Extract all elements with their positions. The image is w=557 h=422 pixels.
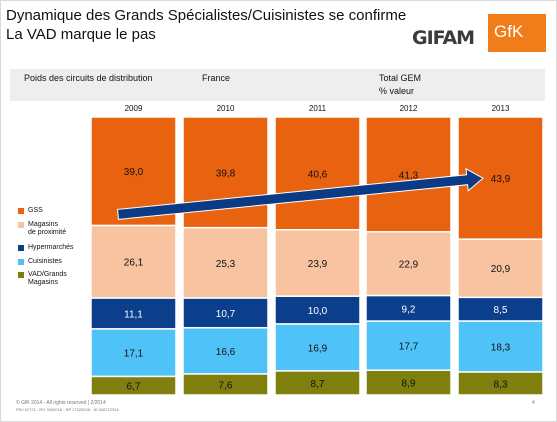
bar-segment-magasins-de-proximit--2010 (182, 226, 269, 299)
footer-reference: PRJ 92721 - RG 3354016 - RP 17325248 - I… (16, 407, 119, 412)
bar-segment-cuisinistes-2012 (365, 320, 452, 372)
bar-segment-magasins-de-proximit--2011 (274, 229, 361, 297)
year-label-2009: 2009 (125, 104, 143, 113)
page-number: 4 (532, 400, 535, 406)
header-market-label: Total GEM (379, 73, 422, 83)
legend-label: VAD/Grands Magasins (28, 271, 67, 286)
gifam-logo: GIFAM (412, 27, 475, 49)
header-unit-label: % valeur (379, 86, 415, 96)
chart-header-band: Poids des circuits de distribution Franc… (10, 69, 545, 101)
trend-arrow (116, 167, 484, 220)
data-label-2011-4: 40,6 (308, 169, 328, 180)
legend-label: GSS (28, 207, 43, 214)
bar-segment-hypermarch-s-2009 (90, 297, 177, 330)
data-label-2011-1: 16,9 (308, 343, 328, 354)
data-label-2010-2: 10,7 (216, 309, 236, 320)
data-label-2012-3: 22,9 (399, 260, 419, 271)
year-label-2013: 2013 (492, 104, 510, 113)
data-label-2013-2: 8,5 (494, 305, 508, 316)
data-label-2012-2: 9,2 (402, 304, 416, 315)
data-label-2009-2: 11,1 (124, 309, 143, 320)
bar-segment-gss-2011 (274, 116, 361, 231)
year-label-2012: 2012 (400, 104, 418, 113)
legend-label: Magasins de proximité (28, 221, 67, 236)
header-country-label: France (202, 73, 231, 83)
data-label-2011-3: 23,9 (308, 259, 328, 270)
slide-title: Dynamique des Grands Spécialistes/Cuisin… (6, 7, 407, 24)
bar-segment-cuisinistes-2013 (457, 320, 544, 373)
bar-segment-cuisinistes-2009 (90, 328, 177, 378)
data-label-2010-3: 25,3 (216, 259, 236, 270)
data-label-2012-0: 8,9 (402, 379, 416, 390)
legend-swatch (18, 245, 24, 251)
header-distribution-label: Poids des circuits de distribution (24, 73, 153, 83)
data-label-2012-1: 17,7 (399, 342, 419, 353)
data-label-2011-0: 8,7 (311, 379, 325, 390)
data-label-2013-4: 43,9 (491, 174, 511, 185)
gfk-logo: GfK (488, 14, 546, 52)
year-label-2010: 2010 (217, 104, 235, 113)
footer-copyright: © GfK 2014 - All rights reserved | 2/201… (16, 400, 106, 406)
bar-segment-vad-grands-magasins-2011 (274, 370, 361, 396)
bar-segment-gss-2012 (365, 116, 452, 233)
legend-swatch (18, 259, 24, 265)
bar-segment-vad-grands-magasins-2012 (365, 369, 452, 396)
bar-segment-magasins-de-proximit--2012 (365, 231, 452, 297)
bar-segment-magasins-de-proximit--2009 (90, 224, 177, 299)
data-label-2012-4: 41,3 (399, 170, 419, 181)
data-label-2009-3: 26,1 (124, 258, 144, 269)
bar-segment-cuisinistes-2010 (182, 326, 269, 375)
logo-group: GIFAM GfK (410, 14, 550, 54)
data-label-2009-0: 6,7 (127, 382, 141, 393)
legend-swatch (18, 272, 24, 278)
data-label-2010-4: 39,8 (216, 168, 236, 179)
legend-label: Hypermarchés (28, 244, 74, 251)
data-label-2011-2: 10,0 (308, 306, 328, 317)
data-label-2013-0: 8,3 (494, 379, 508, 390)
legend-swatch (18, 208, 24, 214)
legend-swatch (18, 222, 24, 228)
bar-segment-hypermarch-s-2011 (274, 295, 361, 325)
data-label-2010-1: 16,6 (216, 347, 236, 358)
bar-segment-magasins-de-proximit--2013 (457, 238, 544, 299)
year-label-2011: 2011 (309, 104, 327, 113)
bar-segment-hypermarch-s-2012 (365, 294, 452, 322)
slide-subtitle: La VAD marque le pas (6, 26, 156, 43)
data-label-2009-4: 39,0 (124, 167, 144, 178)
data-label-2013-3: 20,9 (491, 264, 511, 275)
legend-label: Cuisinistes (28, 258, 62, 265)
data-label-2013-1: 18,3 (491, 342, 511, 353)
data-label-2010-0: 7,6 (219, 380, 233, 391)
gfk-logo-text: GfK (494, 22, 524, 41)
data-label-2009-1: 17,1 (124, 349, 144, 360)
